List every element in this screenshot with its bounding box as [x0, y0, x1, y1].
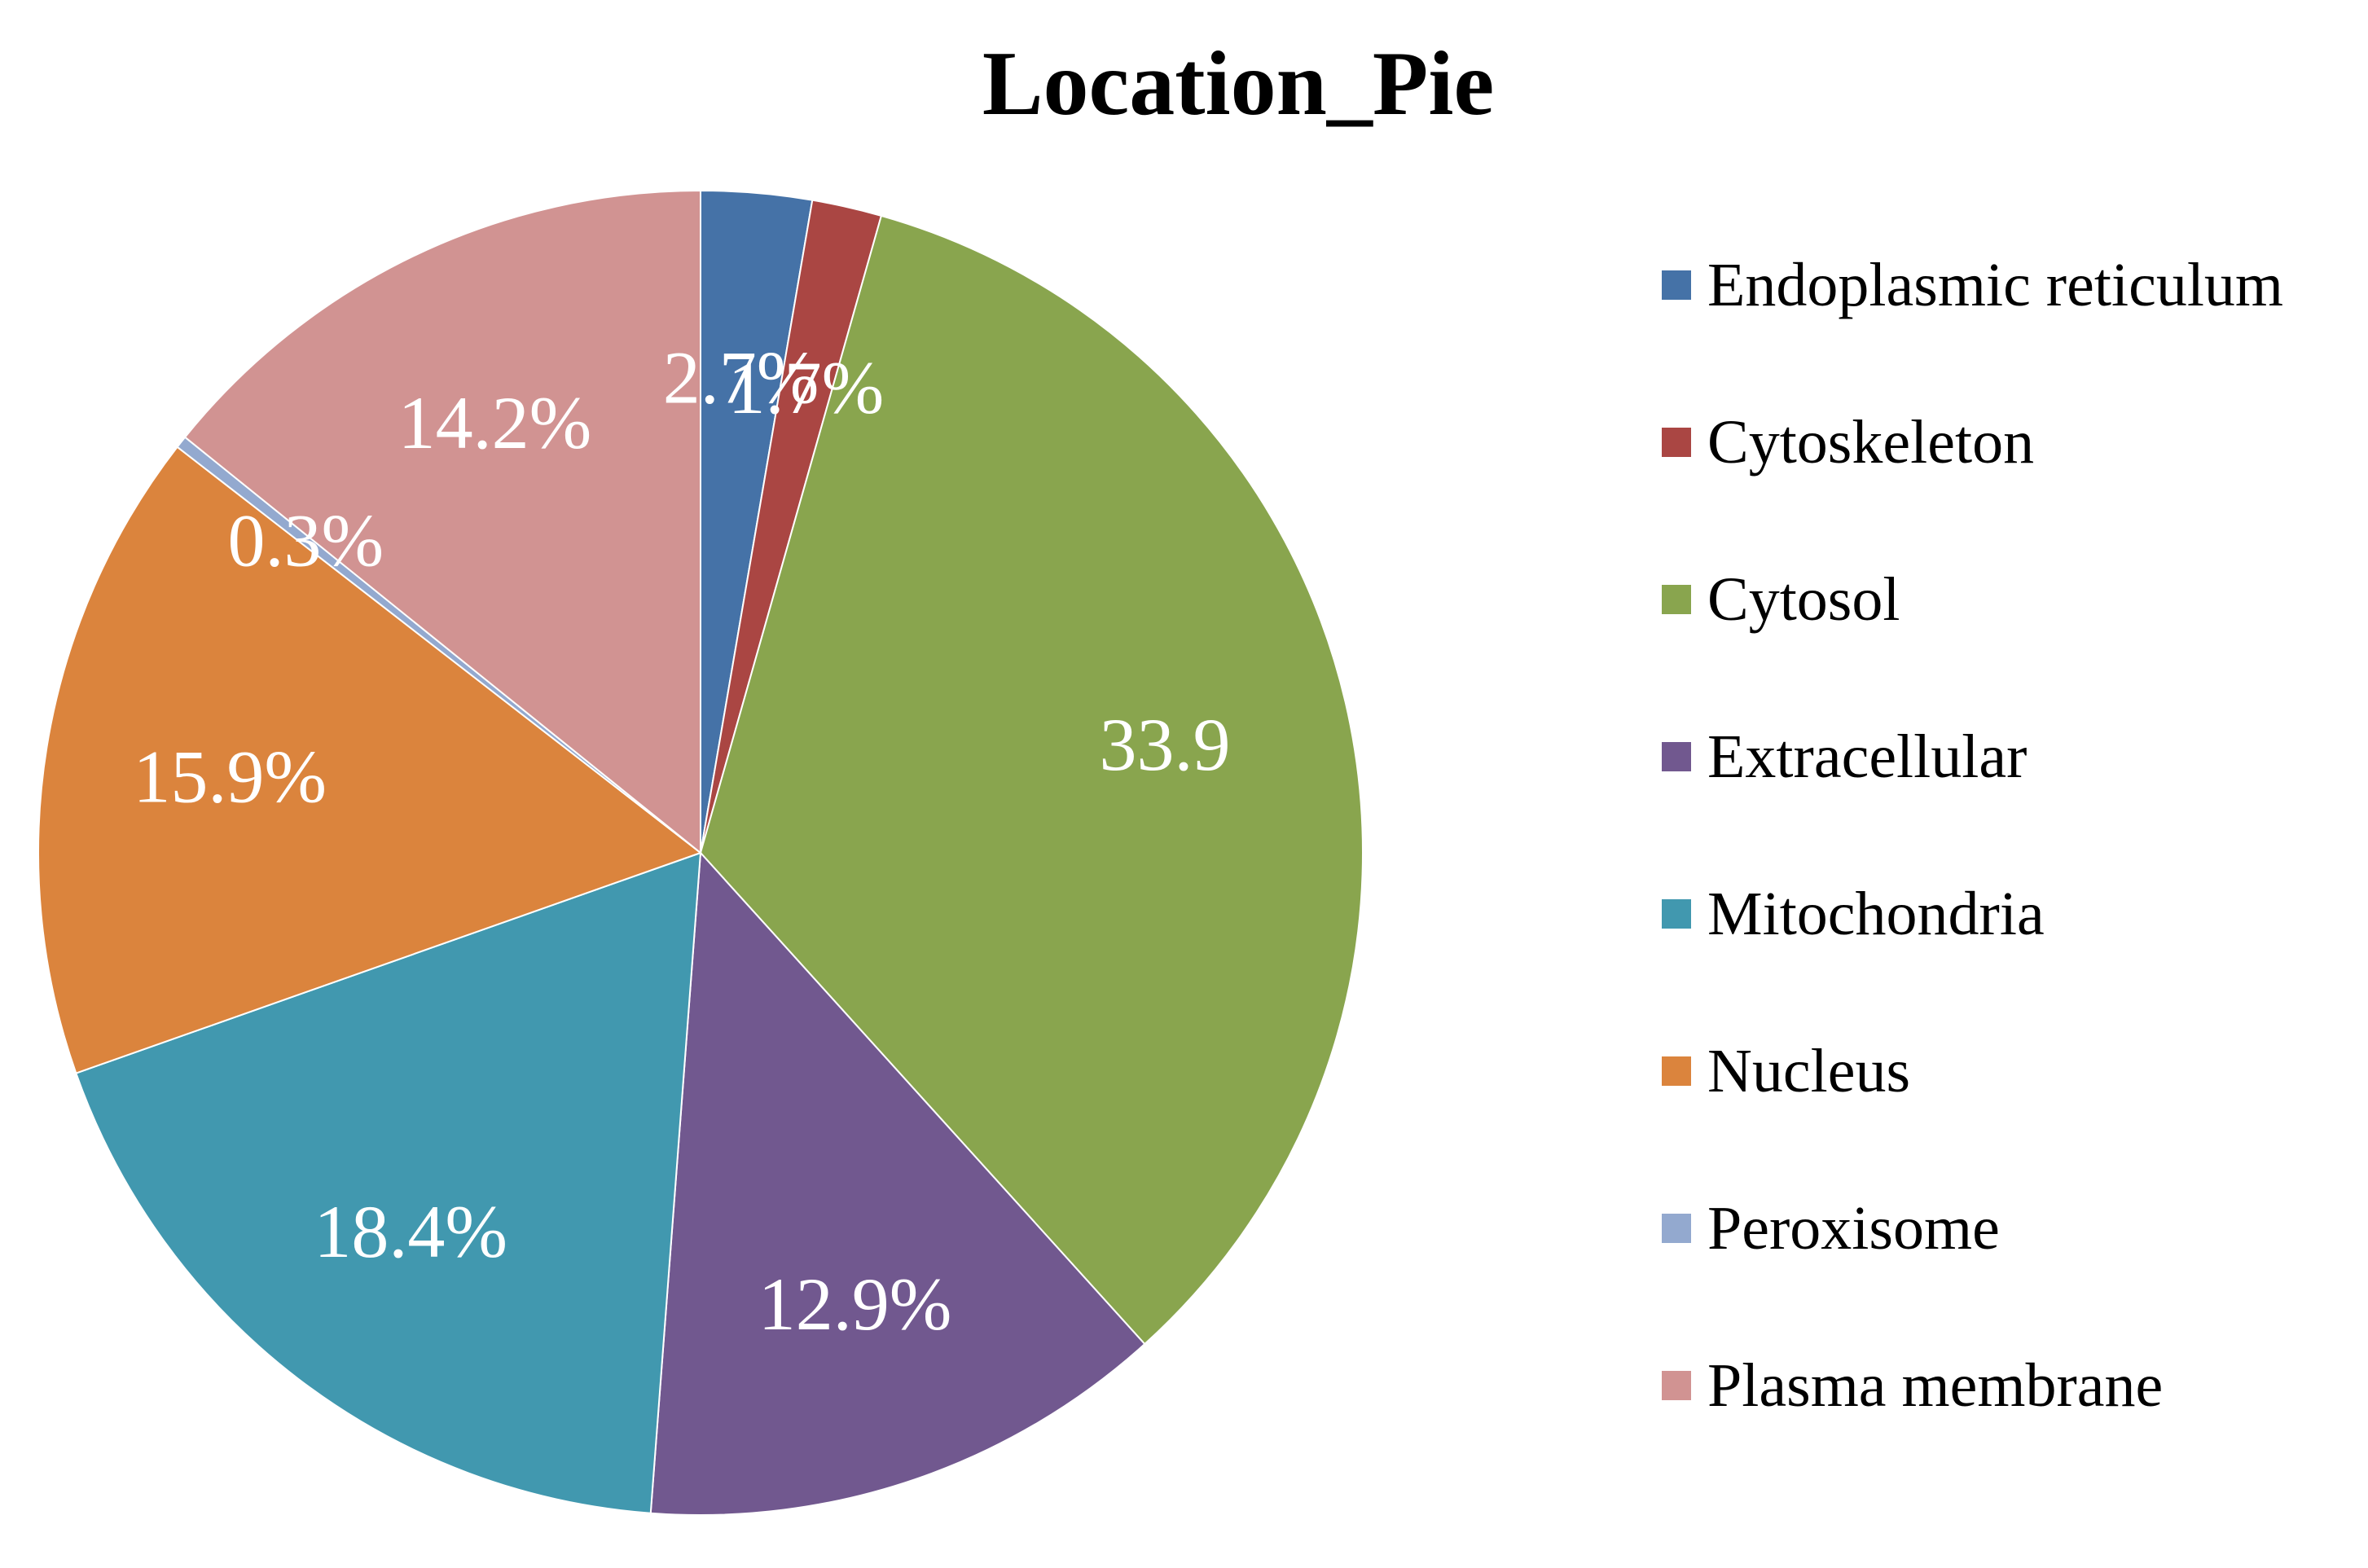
legend-swatch-peroxisome	[1662, 1214, 1691, 1243]
legend-swatch-extracellular	[1662, 742, 1691, 771]
legend-label-plasma-membrane: Plasma membrane	[1707, 1351, 2163, 1420]
legend-swatch-plasma-membrane	[1662, 1371, 1691, 1400]
slice-label-nucleus: 15.9%	[133, 736, 327, 819]
legend-label-cytoskeleton: Cytoskeleton	[1707, 408, 2034, 477]
slice-nucleus	[37, 446, 703, 1074]
legend: Endoplasmic reticulum Cytoskeleton Cytosol…	[1662, 251, 2283, 1420]
legend-item-plasma-membrane: Plasma membrane	[1662, 1351, 2163, 1420]
pie-slices	[37, 189, 1364, 1516]
legend-swatch-nucleus	[1662, 1056, 1691, 1086]
legend-label-endoplasmic-reticulum: Endoplasmic reticulum	[1707, 251, 2283, 319]
legend-item-extracellular: Extracellular	[1662, 723, 2027, 791]
legend-item-cytosol: Cytosol	[1662, 565, 1900, 634]
legend-swatch-cytosol	[1662, 585, 1691, 614]
legend-swatch-endoplasmic-reticulum	[1662, 270, 1691, 300]
legend-label-cytosol: Cytosol	[1707, 565, 1900, 634]
slice-mitochondria	[75, 851, 702, 1514]
slice-label-cytosol: 33.9	[1100, 703, 1231, 786]
slice-label-endoplasmic-reticulum: 2.7%	[663, 336, 819, 419]
legend-item-cytoskeleton: Cytoskeleton	[1662, 408, 2034, 477]
slice-cytosol	[699, 214, 1364, 1346]
slice-label-peroxisome: 0.3%	[228, 499, 384, 582]
legend-swatch-cytoskeleton	[1662, 428, 1691, 457]
legend-item-endoplasmic-reticulum: Endoplasmic reticulum	[1662, 251, 2283, 319]
legend-label-peroxisome: Peroxisome	[1707, 1194, 2000, 1263]
legend-label-nucleus: Nucleus	[1707, 1037, 1910, 1105]
slice-label-cytoskeleton: 1.7%	[728, 346, 885, 429]
legend-item-nucleus: Nucleus	[1662, 1037, 1910, 1105]
slice-label-mitochondria: 18.4%	[314, 1190, 507, 1273]
slice-label-extracellular: 12.9%	[758, 1263, 952, 1346]
chart-title: Location_Pie	[982, 33, 1494, 134]
pie-slice-labels: 2.7%1.7% 33.9 12.9% 18.4% 15.9% 0.3%14.2%	[133, 336, 1230, 1346]
slice-label-plasma-membrane: 14.2%	[398, 381, 592, 464]
legend-label-extracellular: Extracellular	[1707, 723, 2027, 791]
slice-extracellular	[649, 850, 1146, 1516]
legend-label-mitochondria: Mitochondria	[1707, 880, 2045, 948]
legend-item-mitochondria: Mitochondria	[1662, 880, 2045, 948]
legend-item-peroxisome: Peroxisome	[1662, 1194, 2000, 1263]
slice-plasma-membrane	[183, 189, 701, 855]
legend-swatch-mitochondria	[1662, 899, 1691, 929]
